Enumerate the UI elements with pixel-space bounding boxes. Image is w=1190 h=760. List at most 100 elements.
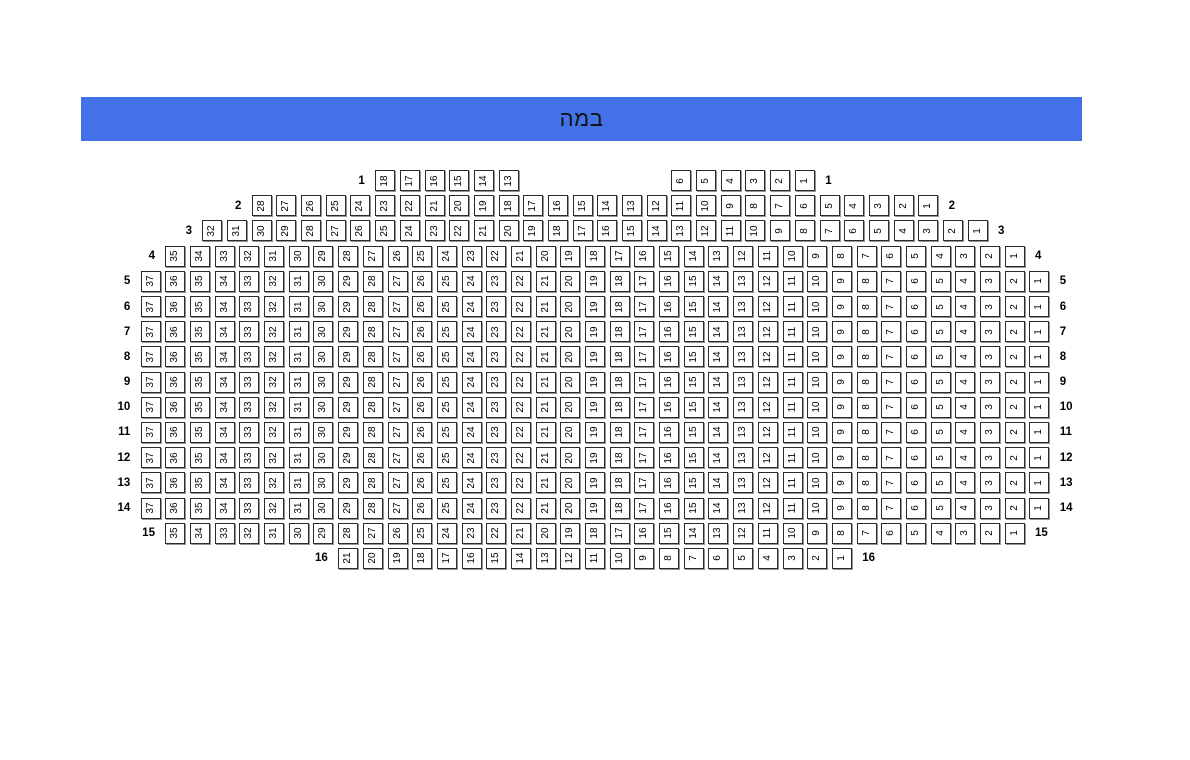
seat[interactable]: 20: [560, 371, 581, 393]
seat[interactable]: 6: [905, 472, 926, 494]
seat[interactable]: 26: [412, 447, 433, 469]
seat[interactable]: 19: [585, 421, 605, 443]
seat[interactable]: 11: [782, 371, 803, 393]
seat[interactable]: 26: [412, 270, 433, 292]
seat[interactable]: 18: [585, 245, 605, 267]
seat[interactable]: 7: [683, 547, 704, 569]
seat[interactable]: 17: [634, 371, 655, 393]
seat[interactable]: 16: [659, 371, 680, 393]
seat[interactable]: 30: [251, 220, 272, 242]
seat[interactable]: 6: [905, 270, 926, 292]
seat[interactable]: 17: [634, 497, 655, 519]
seat[interactable]: 37: [140, 421, 161, 443]
seat[interactable]: 35: [165, 245, 186, 267]
seat[interactable]: 19: [523, 220, 544, 242]
seat[interactable]: 25: [436, 346, 457, 368]
seat[interactable]: 5: [868, 220, 889, 242]
seat[interactable]: 36: [165, 447, 186, 469]
seat[interactable]: 13: [708, 522, 729, 544]
seat[interactable]: 8: [856, 396, 877, 418]
seat[interactable]: 32: [239, 522, 260, 544]
seat[interactable]: 16: [659, 497, 680, 519]
seat[interactable]: 6: [671, 170, 692, 192]
seat[interactable]: 33: [239, 472, 260, 494]
seat[interactable]: 15: [449, 170, 470, 192]
seat[interactable]: 24: [461, 296, 482, 318]
seat[interactable]: 28: [362, 321, 383, 343]
seat[interactable]: 3: [745, 170, 766, 192]
seat[interactable]: 18: [412, 547, 433, 569]
seat[interactable]: 8: [831, 245, 852, 267]
seat[interactable]: 4: [893, 220, 914, 242]
seat[interactable]: 16: [659, 321, 680, 343]
seat[interactable]: 8: [856, 346, 877, 368]
seat[interactable]: 17: [634, 472, 655, 494]
seat[interactable]: 28: [362, 371, 383, 393]
seat[interactable]: 29: [338, 371, 359, 393]
seat[interactable]: 21: [535, 472, 556, 494]
seat[interactable]: 6: [905, 296, 926, 318]
seat[interactable]: 29: [338, 396, 359, 418]
seat[interactable]: 28: [362, 421, 383, 443]
seat[interactable]: 17: [572, 220, 593, 242]
seat[interactable]: 10: [807, 270, 828, 292]
seat[interactable]: 22: [510, 421, 531, 443]
seat[interactable]: 5: [905, 245, 926, 267]
seat[interactable]: 31: [288, 497, 309, 519]
seat[interactable]: 24: [461, 421, 482, 443]
seat[interactable]: 20: [560, 346, 581, 368]
seat[interactable]: 2: [942, 220, 963, 242]
seat[interactable]: 34: [214, 346, 235, 368]
seat[interactable]: 21: [473, 220, 494, 242]
seat[interactable]: 25: [436, 270, 457, 292]
seat[interactable]: 37: [140, 346, 161, 368]
seat[interactable]: 28: [338, 245, 359, 267]
seat[interactable]: 6: [905, 321, 926, 343]
seat[interactable]: 26: [412, 497, 433, 519]
seat[interactable]: 23: [486, 321, 507, 343]
seat[interactable]: 7: [881, 396, 902, 418]
seat[interactable]: 17: [634, 421, 655, 443]
seat[interactable]: 14: [708, 321, 729, 343]
seat[interactable]: 30: [313, 447, 334, 469]
seat[interactable]: 18: [609, 472, 630, 494]
seat[interactable]: 16: [659, 270, 680, 292]
seat[interactable]: 7: [881, 346, 902, 368]
seat[interactable]: 10: [807, 396, 828, 418]
seat[interactable]: 24: [461, 472, 482, 494]
seat[interactable]: 13: [733, 447, 754, 469]
seat[interactable]: 9: [831, 396, 852, 418]
seat[interactable]: 7: [770, 195, 791, 217]
seat[interactable]: 18: [609, 497, 630, 519]
seat[interactable]: 14: [708, 296, 729, 318]
seat[interactable]: 30: [313, 421, 334, 443]
seat[interactable]: 2: [980, 522, 1000, 544]
seat[interactable]: 2: [1004, 472, 1025, 494]
seat[interactable]: 16: [634, 245, 655, 267]
seat[interactable]: 17: [436, 547, 457, 569]
seat[interactable]: 34: [214, 421, 235, 443]
seat[interactable]: 15: [683, 472, 704, 494]
seat[interactable]: 28: [362, 472, 383, 494]
seat[interactable]: 14: [597, 195, 618, 217]
seat[interactable]: 22: [510, 396, 531, 418]
seat[interactable]: 25: [436, 421, 457, 443]
seat[interactable]: 18: [609, 321, 630, 343]
seat[interactable]: 14: [708, 346, 729, 368]
seat[interactable]: 31: [288, 421, 309, 443]
seat[interactable]: 27: [387, 396, 408, 418]
seat[interactable]: 6: [905, 371, 926, 393]
seat[interactable]: 36: [165, 472, 186, 494]
seat[interactable]: 6: [881, 245, 902, 267]
seat[interactable]: 21: [535, 296, 556, 318]
seat[interactable]: 8: [856, 296, 877, 318]
seat[interactable]: 7: [856, 245, 877, 267]
seat[interactable]: 37: [140, 396, 161, 418]
seat[interactable]: 33: [239, 296, 260, 318]
seat[interactable]: 30: [313, 371, 334, 393]
seat[interactable]: 13: [671, 220, 692, 242]
seat[interactable]: 20: [560, 421, 581, 443]
seat[interactable]: 21: [535, 421, 556, 443]
seat[interactable]: 34: [214, 396, 235, 418]
seat[interactable]: 6: [905, 447, 926, 469]
